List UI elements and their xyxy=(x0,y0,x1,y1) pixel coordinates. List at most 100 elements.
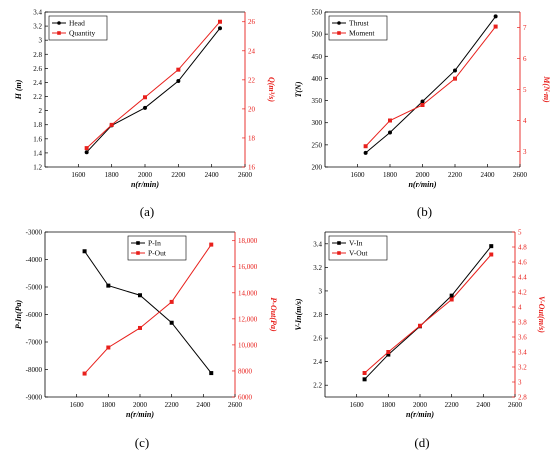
x-tick-label: 2400 xyxy=(481,171,496,179)
data-point xyxy=(493,14,498,19)
x-tick-label: 1600 xyxy=(351,171,366,179)
data-point xyxy=(143,105,147,110)
y-left-tick-label: -9000 xyxy=(26,394,43,402)
legend-label: V-Out xyxy=(349,249,368,258)
data-point xyxy=(362,377,367,382)
y-right-tick-label: 4 xyxy=(518,304,522,312)
y-right-tick-label: 3 xyxy=(523,148,527,156)
y-left-tick-label: 3.2 xyxy=(33,23,42,31)
x-tick-label: 2600 xyxy=(238,171,253,179)
y-left-tick-label: -5000 xyxy=(26,284,43,292)
y-left-tick-label: 550 xyxy=(312,9,323,17)
y-left-axis-label: P-In(Pa) xyxy=(14,300,23,330)
data-point xyxy=(489,244,494,249)
x-tick-label: 2600 xyxy=(228,401,243,409)
legend-label: P-In xyxy=(148,239,161,248)
y-left-tick-label: 3.4 xyxy=(313,240,322,248)
legend-label: Quantity xyxy=(69,29,95,38)
y-right-tick-label: 16,000 xyxy=(238,263,258,271)
y-left-tick-label: -3000 xyxy=(26,229,43,237)
x-tick-label: 1600 xyxy=(70,401,85,409)
y-right-tick-label: 20 xyxy=(248,105,256,113)
data-point xyxy=(82,371,87,376)
panel-caption: (c) xyxy=(135,435,149,450)
y-left-tick-label: -8000 xyxy=(26,366,43,374)
y-left-tick-label: 1.4 xyxy=(33,149,42,157)
y-right-tick-label: 5 xyxy=(523,86,527,94)
y-right-tick-label: 6 xyxy=(523,55,527,63)
data-point xyxy=(489,252,494,257)
y-right-tick-label: 18 xyxy=(248,134,256,142)
data-point xyxy=(109,122,114,127)
y-left-axis-label: T(N) xyxy=(294,81,303,97)
data-point xyxy=(209,242,214,247)
data-point xyxy=(386,352,391,357)
data-point xyxy=(84,150,89,155)
y-right-axis-label: P-Out(Pa) xyxy=(269,297,278,332)
data-point xyxy=(209,371,214,376)
legend-marker xyxy=(337,241,341,245)
y-right-tick-label: 4.6 xyxy=(518,259,527,267)
y-left-tick-label: 250 xyxy=(312,141,323,149)
legend-marker xyxy=(337,31,341,35)
y-left-axis-label: V-In(m/s) xyxy=(294,298,303,330)
y-right-tick-label: 2.8 xyxy=(518,394,527,402)
data-point xyxy=(106,345,111,350)
data-point xyxy=(388,130,392,135)
data-point xyxy=(388,118,392,123)
legend-marker xyxy=(337,251,341,255)
y-left-tick-label: 200 xyxy=(312,164,323,172)
y-left-tick-label: 1.8 xyxy=(33,121,42,129)
legend-box xyxy=(127,235,187,261)
y-left-tick-label: 3.2 xyxy=(313,264,322,272)
y-left-tick-label: -4000 xyxy=(26,256,43,264)
legend-label: V-In xyxy=(349,239,363,248)
y-left-tick-label: -7000 xyxy=(26,339,43,347)
x-tick-label: 1800 xyxy=(101,401,116,409)
x-tick-label: 1800 xyxy=(105,171,120,179)
y-right-tick-label: 10,000 xyxy=(238,341,258,349)
data-point xyxy=(84,146,89,151)
y-right-tick-label: 26 xyxy=(248,18,256,26)
y-left-tick-label: 3.4 xyxy=(33,9,42,17)
y-left-tick-label: 400 xyxy=(312,75,323,83)
data-point xyxy=(453,68,457,73)
y-right-tick-label: 16 xyxy=(248,164,256,172)
x-tick-label: 2000 xyxy=(133,401,148,409)
legend-box xyxy=(328,235,388,261)
data-point xyxy=(386,350,391,354)
y-right-tick-label: 3.6 xyxy=(518,334,527,342)
series-line-1 xyxy=(86,21,221,149)
data-point xyxy=(362,371,367,375)
data-point xyxy=(169,320,174,325)
y-right-axis-label: Q(m³/s) xyxy=(267,77,276,102)
x-tick-label: 1800 xyxy=(383,171,398,179)
x-tick-label: 2200 xyxy=(165,401,180,409)
x-axis-label: n(r/min) xyxy=(408,180,436,189)
x-tick-label: 1600 xyxy=(71,171,86,179)
y-right-axis-label: V-Out(m/s) xyxy=(537,296,546,333)
chart-panel-3: 1600 1800 2000 2200 2400 2600 2.2 2.4 2.6 2.8 3 3.2… xyxy=(294,229,546,451)
legend-label: P-Out xyxy=(148,249,167,258)
data-point xyxy=(176,67,181,72)
y-left-tick-label: 2.8 xyxy=(313,311,322,319)
y-left-tick-label: 2.8 xyxy=(33,51,42,59)
x-tick-label: 2000 xyxy=(413,401,428,409)
legend-marker xyxy=(57,31,61,35)
y-right-tick-label: 4.2 xyxy=(518,289,527,297)
y-right-tick-label: 3.8 xyxy=(518,319,527,327)
data-point xyxy=(138,325,142,330)
y-left-tick-label: 2.4 xyxy=(313,358,322,366)
y-right-tick-label: 3.4 xyxy=(518,349,527,357)
y-left-tick-label: 1.6 xyxy=(33,135,42,143)
y-right-tick-label: 7 xyxy=(523,24,527,32)
legend-box xyxy=(48,15,108,41)
y-left-tick-label: 2.6 xyxy=(313,335,322,343)
chart-panel-2: 1600 1800 2000 2200 2400 2600 -9000 -8000 -7000 -… xyxy=(14,229,278,451)
legend-label: Thrust xyxy=(349,19,369,28)
panel-caption: (a) xyxy=(140,204,154,219)
data-point xyxy=(363,144,368,149)
y-right-tick-label: 18,000 xyxy=(238,237,258,245)
data-point xyxy=(82,249,87,254)
y-right-tick-label: 4 xyxy=(523,117,527,125)
